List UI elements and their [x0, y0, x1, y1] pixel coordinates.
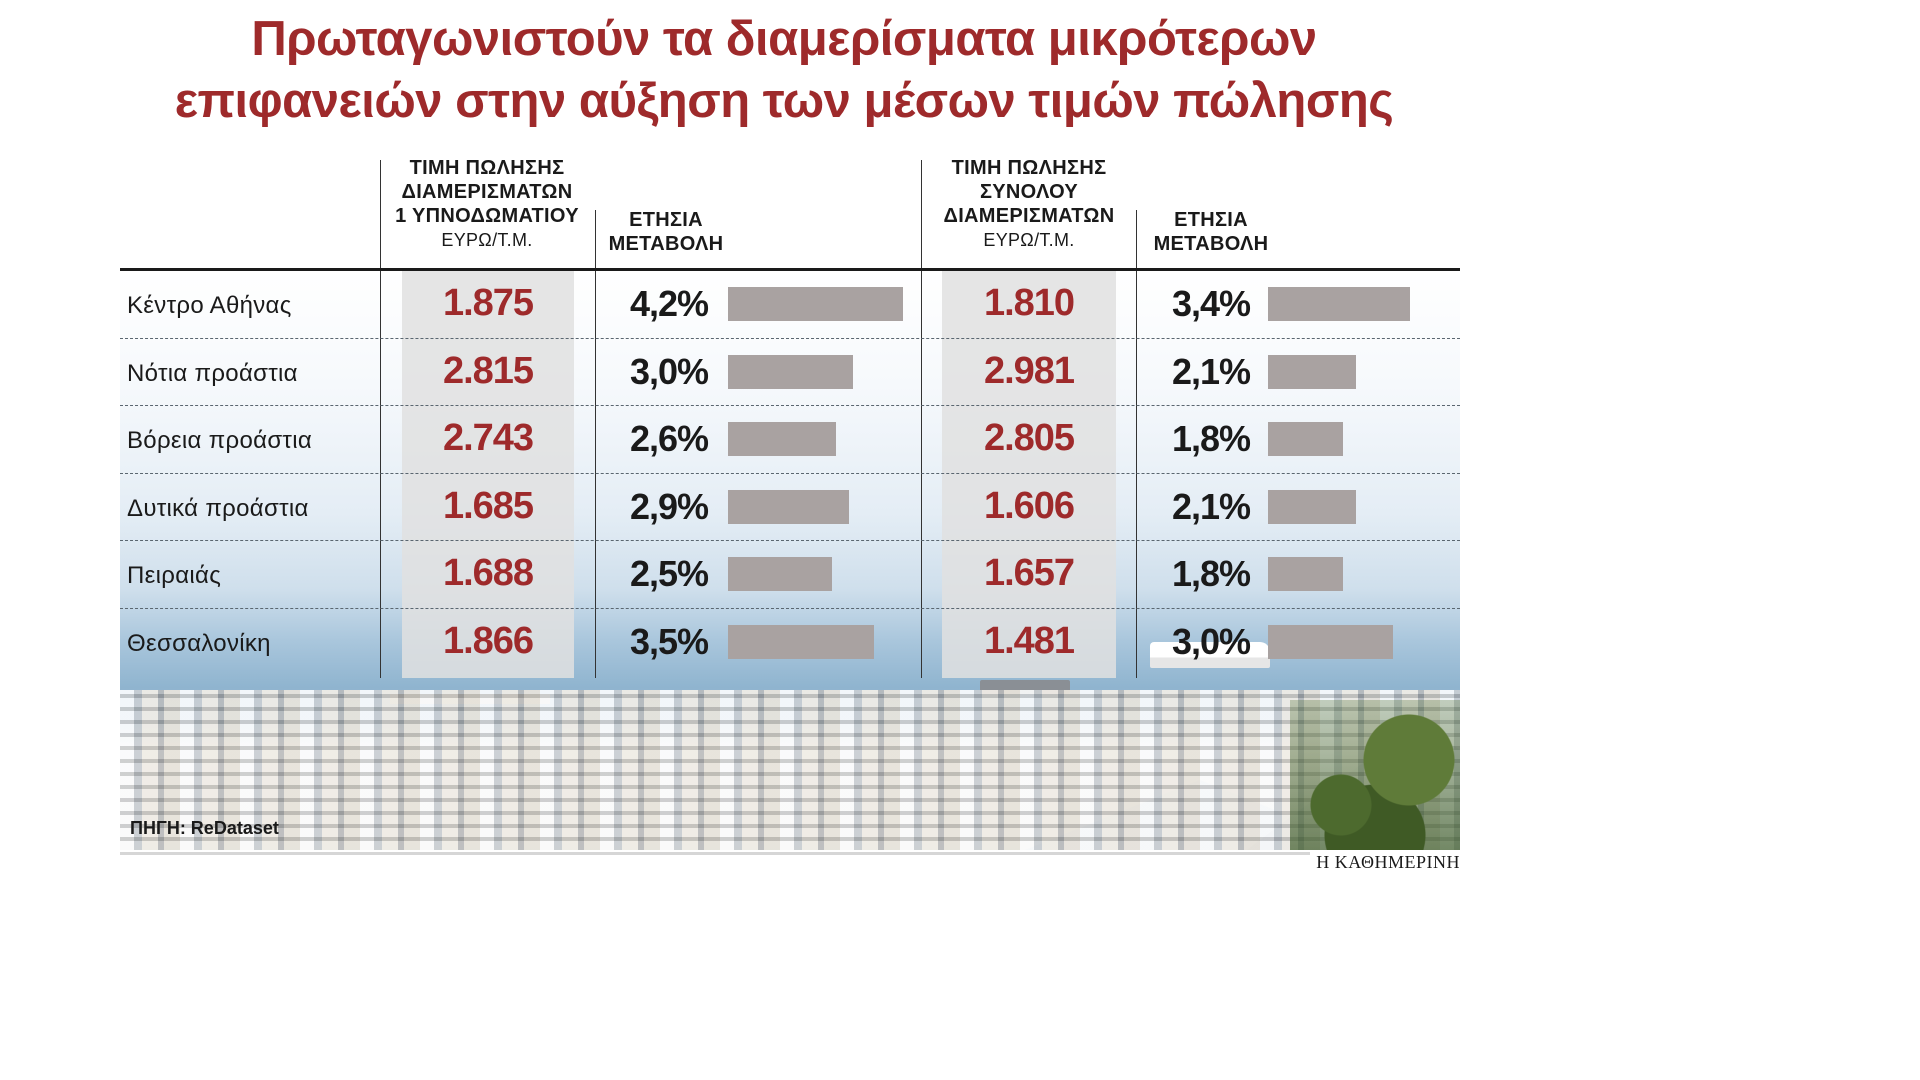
change-all-label: 1,8%	[1172, 418, 1251, 459]
change-1br-bar	[728, 557, 832, 591]
header-price-1br: ΤΙΜΗ ΠΩΛΗΣΗΣ ΔΙΑΜΕΡΙΣΜΑΤΩΝ 1 ΥΠΝΟΔΩΜΑΤΙΟ…	[380, 156, 594, 252]
header-unit: ΕΥΡΩ/Τ.Μ.	[441, 230, 533, 250]
header-unit: ΕΥΡΩ/Τ.Μ.	[983, 230, 1075, 250]
change-all-label: 2,1%	[1172, 485, 1251, 527]
change-1br-label: 3,0%	[630, 350, 709, 392]
row-region-label: Θεσσαλονίκη	[127, 629, 271, 657]
row-separator	[120, 337, 1460, 339]
price-column-shade	[402, 270, 574, 678]
footer-rule	[120, 852, 1460, 855]
change-1br-label: 4,2%	[630, 283, 709, 324]
column-divider	[595, 210, 596, 678]
price-1br-value: 1.688	[442, 552, 534, 594]
change-1br-bar	[728, 354, 853, 389]
column-divider	[921, 160, 922, 678]
ferry-shape	[1150, 642, 1270, 668]
row-region-label: Πειραιάς	[127, 562, 222, 589]
row-separator	[120, 607, 1460, 609]
price-all-value: 1.606	[983, 484, 1075, 527]
change-1br-label: 2,6%	[630, 418, 709, 459]
header-line: 1 ΥΠΝΟΔΩΜΑΤΙΟΥ	[395, 205, 579, 227]
price-column-shade	[942, 270, 1116, 678]
row-region-label: Δυτικά προάστια	[127, 494, 309, 522]
chart-title-line-1: Πρωταγωνιστούν τα διαμερίσματα μικρότερω…	[251, 12, 1317, 66]
header-line: ΕΤΗΣΙΑ	[629, 209, 703, 231]
column-divider	[380, 160, 381, 678]
price-1br-value: 1.866	[442, 619, 534, 662]
header-line: ΔΙΑΜΕΡΙΣΜΑΤΩΝ	[943, 205, 1115, 227]
row-separator	[120, 405, 1460, 406]
source-note: ΠΗΓΗ: ReDataset	[130, 818, 279, 838]
change-all-bar	[1268, 489, 1356, 524]
price-all-value: 2.805	[983, 417, 1075, 459]
change-all-bar	[1268, 287, 1410, 321]
change-all-bar	[1268, 354, 1356, 389]
row-region-label: Νότια προάστια	[127, 359, 298, 387]
header-line: ΣΥΝΟΛΟΥ	[979, 181, 1079, 203]
header-line: ΜΕΤΑΒΟΛΗ	[608, 233, 724, 255]
price-1br-value: 2.815	[442, 349, 534, 392]
change-all-bar	[1268, 624, 1393, 659]
change-all-bar	[1268, 557, 1343, 591]
price-all-value: 1.810	[983, 282, 1075, 324]
change-all-label: 1,8%	[1172, 553, 1251, 594]
chart-title-line-2: επιφανειών στην αύξηση των μέσων τιμών π…	[174, 74, 1394, 128]
price-all-value: 2.981	[983, 349, 1075, 392]
price-1br-value: 2.743	[442, 417, 534, 459]
header-line: ΤΙΜΗ ΠΩΛΗΣΗΣ	[409, 157, 565, 179]
header-line: ΔΙΑΜΕΡΙΣΜΑΤΩΝ	[401, 181, 573, 203]
change-1br-bar	[728, 489, 849, 524]
price-1br-value: 1.685	[442, 484, 534, 527]
publisher-brand: Η ΚΑΘΗΜΕΡΙΝΗ	[1310, 852, 1460, 873]
row-separator	[120, 472, 1460, 474]
change-1br-bar	[728, 624, 874, 659]
header-price-all: ΤΙΜΗ ΠΩΛΗΣΗΣ ΣΥΝΟΛΟΥ ΔΙΑΜΕΡΙΣΜΑΤΩΝ ΕΥΡΩ/…	[922, 156, 1136, 252]
change-all-label: 2,1%	[1172, 350, 1251, 392]
header-line: ΕΤΗΣΙΑ	[1174, 209, 1248, 231]
change-all-bar	[1268, 422, 1343, 456]
column-divider	[1136, 210, 1137, 678]
change-1br-label: 3,5%	[630, 620, 709, 662]
header-rule	[120, 268, 1460, 271]
change-all-label: 3,4%	[1172, 283, 1251, 324]
header-line: ΜΕΤΑΒΟΛΗ	[1153, 233, 1269, 255]
change-1br-bar	[728, 422, 836, 456]
row-separator	[120, 540, 1460, 541]
change-1br-bar	[728, 287, 903, 321]
price-1br-value: 1.875	[442, 282, 534, 324]
price-all-value: 1.481	[983, 619, 1075, 662]
header-change-1br: ΕΤΗΣΙΑ ΜΕΤΑΒΟΛΗ	[596, 208, 736, 256]
trees-shape	[1290, 700, 1460, 850]
change-1br-label: 2,5%	[630, 553, 709, 594]
row-region-label: Βόρεια προάστια	[127, 427, 313, 454]
row-region-label: Κέντρο Αθήνας	[127, 292, 292, 319]
header-change-all: ΕΤΗΣΙΑ ΜΕΤΑΒΟΛΗ	[1136, 208, 1286, 256]
price-all-value: 1.657	[983, 552, 1075, 594]
header-line: ΤΙΜΗ ΠΩΛΗΣΗΣ	[951, 157, 1107, 179]
city-rooftops	[120, 690, 1460, 850]
change-1br-label: 2,9%	[630, 485, 709, 527]
change-all-label: 3,0%	[1172, 620, 1251, 662]
